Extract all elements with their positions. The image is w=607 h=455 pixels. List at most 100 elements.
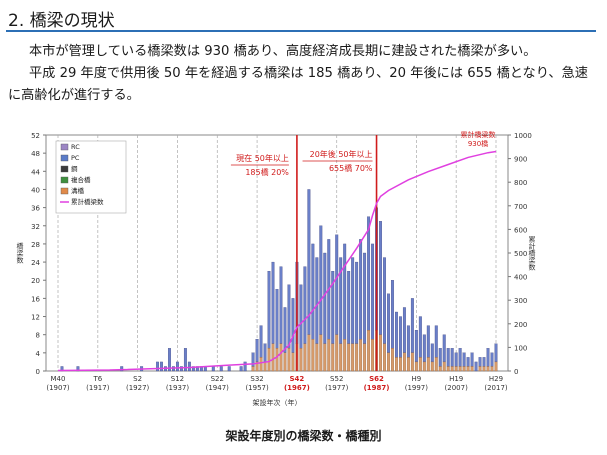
x-tick-label-year: (1977) (325, 384, 349, 392)
bar-upper (482, 357, 486, 367)
bar-upper (383, 257, 386, 344)
bar-upper (283, 307, 287, 353)
x-tick-label-era: H19 (449, 375, 463, 383)
x-tick-label-era: S12 (171, 375, 184, 383)
annotation-1-line-2: 185橋 20% (245, 167, 289, 177)
bar-upper (168, 348, 171, 372)
bar-lower (251, 366, 255, 372)
x-tick-label-year: (1917) (86, 384, 110, 392)
y-left-tick-label: 52 (31, 132, 40, 140)
y-right-tick-label: 800 (514, 179, 527, 187)
bar-upper (351, 257, 355, 344)
y-right-tick-label: 600 (514, 226, 527, 234)
bar-upper (355, 261, 359, 344)
x-tick-label-era: T6 (92, 375, 102, 383)
bar-lower (363, 343, 367, 372)
bar-upper (291, 298, 295, 353)
x-tick-label-year: (2007) (445, 384, 469, 392)
bar-upper (470, 352, 474, 367)
bar-lower (259, 357, 263, 372)
bar-upper (239, 366, 243, 372)
bar-upper (263, 343, 267, 363)
bar-lower (426, 357, 430, 372)
bar-lower (307, 334, 311, 372)
x-tick-label-era: S22 (211, 375, 224, 383)
bar-lower (291, 352, 295, 372)
x-tick-label-year: (2017) (484, 384, 508, 392)
x-tick-label-year: (1967) (284, 384, 310, 392)
bar-upper (287, 284, 291, 349)
bar-lower (339, 343, 343, 372)
section-heading: 2. 橋梁の現状 (6, 4, 596, 32)
x-tick-label-era: S52 (330, 375, 343, 383)
bar-lower (371, 339, 375, 372)
bar-upper (430, 343, 434, 363)
bar-upper (363, 252, 367, 344)
bar-lower (406, 357, 410, 372)
x-tick-label-year: (1937) (166, 384, 190, 392)
y-right-tick-label: 900 (514, 156, 527, 164)
bar-lower (442, 361, 446, 372)
bar-lower (335, 334, 339, 372)
bar-lower (398, 357, 402, 372)
y-left-tick-label: 48 (31, 150, 40, 158)
bar-upper (367, 216, 371, 331)
bar-lower (418, 357, 422, 372)
bar-upper (418, 316, 422, 358)
section-number: 2. (8, 11, 25, 31)
bar-upper (446, 348, 450, 367)
bar-upper (259, 325, 263, 358)
bar-lower (446, 366, 450, 372)
bar-upper (187, 361, 191, 372)
x-tick-label-era: M40 (51, 375, 66, 383)
bar-lower (351, 343, 355, 372)
y-right-tick-label: 100 (514, 344, 527, 352)
bar-upper (275, 289, 279, 349)
y-left-tick-label: 32 (31, 223, 40, 231)
bar-lower (494, 361, 498, 372)
bar-lower (410, 352, 414, 372)
y-left-tick-label: 16 (31, 295, 40, 303)
annotation-2-line-1: 20年後 50年以上 (310, 149, 373, 159)
x-tick-label-era: H9 (412, 375, 422, 383)
bar-upper (486, 348, 490, 367)
bar-upper (267, 271, 271, 349)
chart-container: 0 4 8 12 16 20 24 28 32 36 40 44 48 52 0 100 200 300 400 50… (8, 127, 539, 409)
bar-upper (323, 252, 327, 344)
bar-lower (255, 361, 259, 372)
bar-lower (315, 343, 319, 372)
bar-lower (387, 352, 390, 372)
y-left-tick-label: 40 (31, 186, 40, 194)
bar-upper (319, 225, 323, 335)
paragraph-2: 平成 29 年度で供用後 50 年を経過する橋梁は 185 橋あり、20 年後に… (8, 66, 588, 103)
bridge-chart: 0481216202428323640444852010020030040050… (16, 130, 536, 407)
section-title-text: 橋梁の現状 (29, 11, 115, 31)
legend-label: 鋼 (71, 164, 78, 173)
bar-upper (227, 366, 231, 372)
bar-lower (383, 343, 386, 372)
bar-lower (299, 348, 303, 372)
bar-upper (454, 352, 458, 367)
bar-upper (315, 257, 319, 344)
bar-lower (327, 339, 331, 372)
y-right-axis-title: 累計橋梁数 (528, 236, 536, 272)
bar-lower (478, 366, 482, 372)
bar-lower (311, 339, 315, 372)
y-right-tick-label: 700 (514, 203, 527, 211)
bar-upper (422, 334, 426, 363)
bar-lower (367, 330, 371, 372)
x-tick-label-era: S62 (369, 375, 384, 383)
bar-lower (438, 366, 442, 372)
bar-lower (303, 343, 307, 372)
bar-upper (279, 266, 283, 344)
y-right-tick-label: 300 (514, 297, 527, 305)
x-tick-label-year: (1987) (364, 384, 390, 392)
bar-lower (287, 348, 291, 372)
bar-upper (458, 348, 462, 367)
bar-lower (486, 366, 490, 372)
bar-upper (243, 361, 247, 372)
x-tick-label-year: (1997) (405, 384, 429, 392)
x-tick-label-year: (1947) (206, 384, 230, 392)
bar-lower (323, 343, 327, 372)
y-right-tick-label: 1000 (514, 132, 532, 140)
